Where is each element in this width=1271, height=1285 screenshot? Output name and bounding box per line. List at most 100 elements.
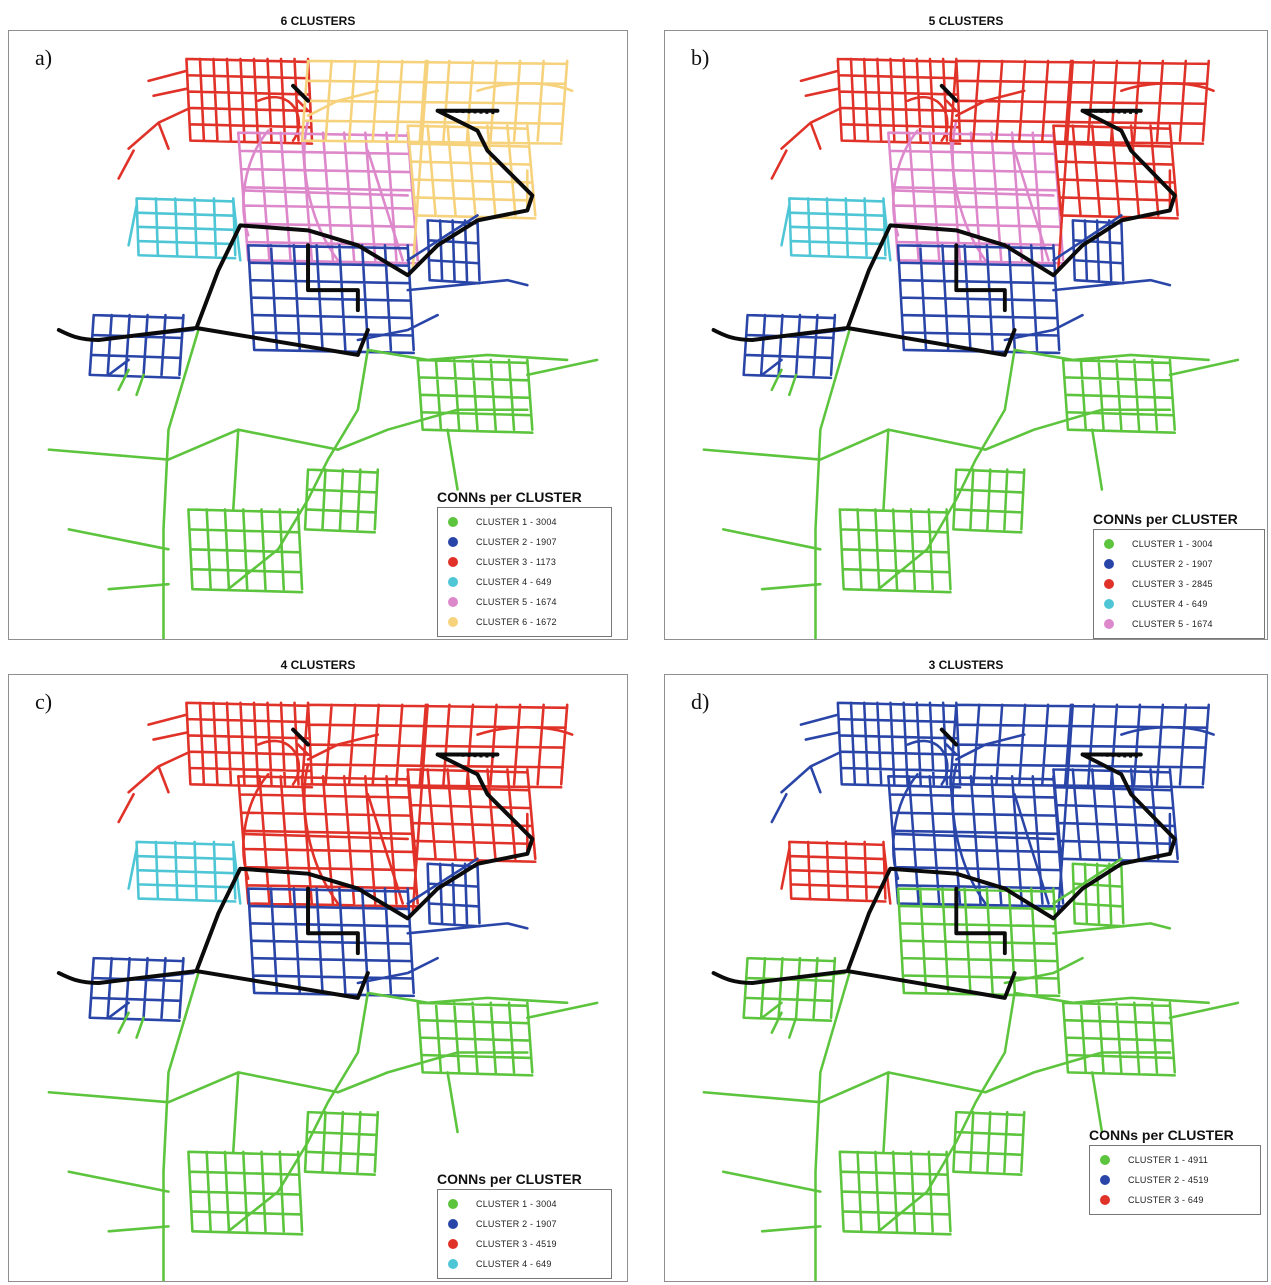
pipe-segment [303,468,380,534]
legend-item: CLUSTER 3 - 649 [1100,1190,1252,1210]
pipe-segment [147,69,310,113]
legend: CONNs per CLUSTER CLUSTER 1 - 3004 CLUST… [437,489,612,637]
legend-swatch [448,1199,458,1209]
pipe-segment [770,739,949,824]
pipe-segment [955,89,1026,118]
panel-title: 5 CLUSTERS [928,14,1004,28]
pipe-segment [1061,358,1177,434]
pipe-segment [67,1001,599,1233]
legend-item: CLUSTER 1 - 4911 [1100,1150,1252,1170]
pipe-segment [1071,219,1125,285]
pipe-segment [246,887,415,998]
pipe-segment [836,701,962,789]
pipe-segment [949,59,1211,145]
map-layer [702,57,1240,639]
legend-swatch [448,1239,458,1249]
legend-item: CLUSTER 3 - 4519 [448,1234,603,1254]
pipe-segment [300,59,569,145]
pipe-segment [799,69,958,113]
legend-box: CLUSTER 1 - 4911 CLUSTER 2 - 4519 CLUSTE… [1089,1145,1261,1215]
legend-swatch [448,537,458,547]
legend-label: CLUSTER 4 - 649 [1132,599,1208,609]
legend-item: CLUSTER 4 - 649 [1104,594,1256,614]
pipe-segment [770,368,798,397]
legend-swatch [448,557,458,567]
map-layer [47,701,599,1281]
pipe-segment [838,508,952,594]
pipe-segment [1003,214,1172,342]
pipe-segment [411,703,574,915]
pipe-segment [336,991,569,1094]
legend-label: CLUSTER 3 - 1173 [476,557,557,567]
pipe-segment [1061,1001,1177,1077]
legend-box: CLUSTER 1 - 3004 CLUSTER 2 - 1907 CLUSTE… [437,1189,612,1279]
network-map [702,701,1240,1281]
legend-label: CLUSTER 3 - 2845 [1132,579,1213,589]
pipe-segment [1003,857,1172,985]
panel-letter: b) [691,45,710,70]
legend-swatch [1104,619,1114,629]
pipe-segment [356,214,529,342]
pipe-segment [896,887,1061,998]
pipe-segment [226,991,370,1233]
legend-item: CLUSTER 4 - 649 [448,572,603,592]
pipe-segment [135,840,237,903]
legend-swatch [1104,579,1114,589]
pipe-segment [226,348,370,591]
pipe-segment [955,733,1026,761]
pipe-segment [770,1011,798,1039]
legend-swatch [1104,559,1114,569]
legend-box: CLUSTER 1 - 3004 CLUSTER 2 - 1907 CLUSTE… [437,507,612,637]
dashed-connector [1082,752,1141,758]
legend-swatch [1100,1195,1110,1205]
pipe-segment [406,124,537,220]
pipe-segment [135,197,237,260]
legend-label: CLUSTER 3 - 4519 [476,1239,557,1249]
legend-item: CLUSTER 4 - 649 [448,1254,603,1274]
pipe-segment [300,703,569,789]
legend-item: CLUSTER 1 - 3004 [448,512,603,532]
pipe-segment [742,313,837,380]
legend-item: CLUSTER 2 - 1907 [448,1214,603,1234]
legend-swatch [1100,1155,1110,1165]
legend-box: CLUSTER 1 - 3004 CLUSTER 2 - 1907 CLUSTE… [1093,529,1265,639]
pipe-segment [788,197,887,260]
map-frame: d) CONNs per CLUSTER CLUSTER 1 - 4911 CL… [664,674,1268,1282]
pipe-segment [891,792,1055,905]
legend-item: CLUSTER 1 - 3004 [448,1194,603,1214]
pipe-segment [411,59,574,272]
panel-title: 3 CLUSTERS [928,658,1004,672]
pipe-segment [1056,59,1215,272]
main-pipe [711,727,1177,1000]
legend-item: CLUSTER 3 - 2845 [1104,574,1256,594]
pipe-segment [770,95,949,180]
pipe-segment [185,57,314,145]
legend-label: CLUSTER 5 - 1674 [476,597,557,607]
legend-label: CLUSTER 6 - 1672 [476,617,557,627]
legend-item: CLUSTER 2 - 1907 [1104,554,1256,574]
legend-label: CLUSTER 4 - 649 [476,1259,552,1269]
network-map [47,57,599,639]
pipe-segment [799,713,958,756]
panel-c: 4 CLUSTERS c) CONNs per CLUSTER CLUSTER … [8,656,628,1282]
pipe-segment [88,956,185,1023]
pipe-segment [303,1110,380,1176]
pipe-segment [896,243,1061,355]
main-pipe [56,83,535,357]
legend-label: CLUSTER 4 - 649 [476,577,552,587]
legend-label: CLUSTER 1 - 3004 [476,1199,557,1209]
legend-swatch [448,617,458,627]
pipe-segment [891,149,1055,262]
legend-item: CLUSTER 1 - 3004 [1104,534,1256,554]
dashed-connector [437,752,498,758]
pipe-segment [88,313,185,380]
dashed-connector [437,109,498,115]
dashed-connector [1082,109,1141,115]
pipe-segment [117,739,301,824]
legend-label: CLUSTER 5 - 1674 [1132,619,1213,629]
pipe-segment [117,95,301,180]
legend-label: CLUSTER 2 - 4519 [1128,1175,1209,1185]
legend-title: CONNs per CLUSTER [1089,1127,1234,1143]
legend-swatch [1104,599,1114,609]
pipe-segment [306,733,380,761]
